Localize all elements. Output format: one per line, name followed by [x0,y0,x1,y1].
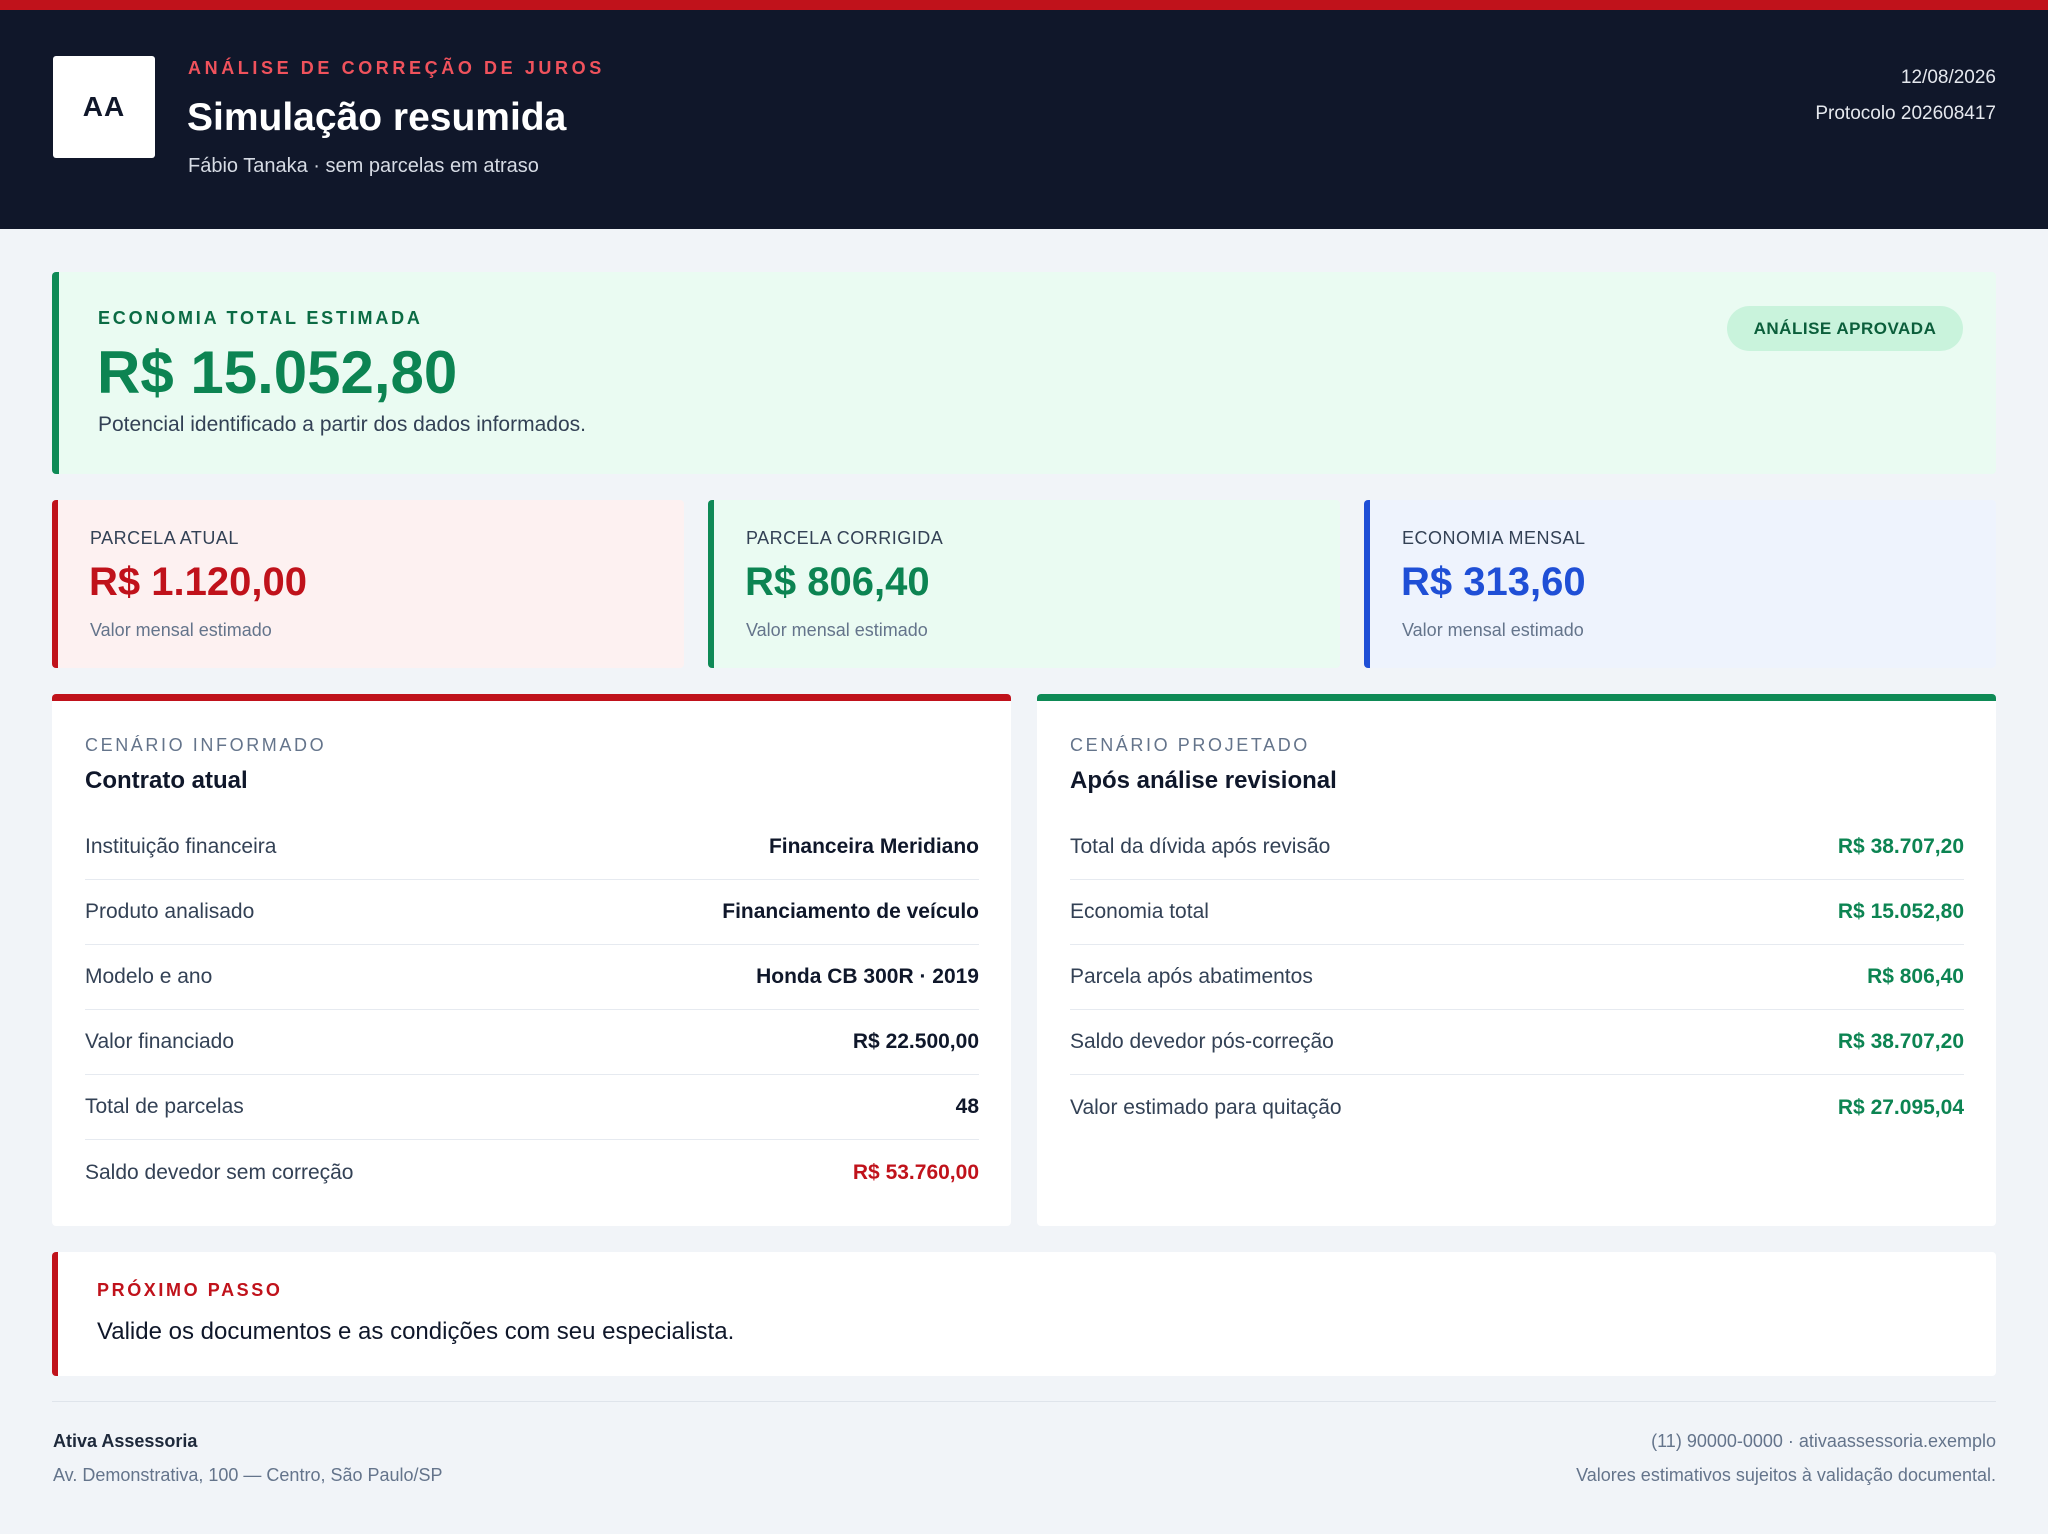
detail-value: Financiamento de veículo [722,900,979,923]
projected-scenario-panel: CENÁRIO PROJETADO Após análise revisiona… [1037,694,1996,1226]
detail-row: Modelo e ano Honda CB 300R · 2019 [85,945,979,1010]
stat-note: Valor mensal estimado [746,620,928,640]
detail-value: R$ 53.760,00 [852,1160,979,1184]
panel-title: Contrato atual [85,767,248,794]
stat-note: Valor mensal estimado [1402,620,1584,640]
detail-label: Instituição financeira [85,835,277,858]
stat-value: R$ 313,60 [1401,560,1586,604]
report-eyebrow: ANÁLISE DE CORREÇÃO DE JUROS [188,58,605,78]
total-savings-note: Potencial identificado a partir dos dado… [98,413,586,436]
detail-value: Financeira Meridiano [768,835,979,858]
detail-row: Economia total R$ 15.052,80 [1070,880,1964,945]
detail-row: Total de parcelas 48 [85,1075,979,1140]
detail-row: Total da dívida após revisão R$ 38.707,2… [1070,815,1964,880]
next-step-label: PRÓXIMO PASSO [97,1280,283,1300]
monthly-savings-card: ECONOMIA MENSAL R$ 313,60 Valor mensal e… [1364,500,1996,668]
detail-label: Total da dívida após revisão [1070,835,1331,858]
detail-list: Total da dívida após revisão R$ 38.707,2… [1070,815,1964,1140]
detail-label: Valor financiado [85,1030,235,1053]
page-title: Simulação resumida [187,96,567,139]
detail-label: Valor estimado para quitação [1070,1095,1342,1119]
next-step-text: Valide os documentos e as condições com … [97,1318,735,1345]
company-logo: AA [53,56,155,158]
footer-company: Ativa Assessoria [53,1431,198,1451]
detail-label: Parcela após abatimentos [1070,965,1313,988]
detail-value: R$ 806,40 [1867,965,1964,988]
stat-value: R$ 806,40 [745,560,930,604]
detail-row: Saldo devedor sem correção R$ 53.760,00 [85,1140,979,1205]
footer-disclaimer: Valores estimativos sujeitos à validação… [1576,1465,1996,1485]
detail-row: Saldo devedor pós-correção R$ 38.707,20 [1070,1010,1964,1075]
detail-value: R$ 22.500,00 [852,1030,979,1053]
panel-eyebrow: CENÁRIO PROJETADO [1070,735,1310,755]
detail-value: R$ 38.707,20 [1837,835,1964,858]
panel-title: Após análise revisional [1070,767,1337,794]
detail-list: Instituição financeira Financeira Meridi… [85,815,979,1205]
client-subtitle: Fábio Tanaka · sem parcelas em atraso [188,155,539,177]
detail-value: Honda CB 300R · 2019 [756,965,979,988]
stat-value: R$ 1.120,00 [89,560,307,604]
next-step-card: PRÓXIMO PASSO Valide os documentos e as … [52,1252,1996,1376]
stat-label: ECONOMIA MENSAL [1402,528,1586,548]
stat-label: PARCELA ATUAL [90,528,239,548]
total-savings-value: R$ 15.052,80 [97,339,458,406]
detail-label: Modelo e ano [85,965,213,988]
detail-value: R$ 27.095,04 [1837,1095,1964,1119]
panel-eyebrow: CENÁRIO INFORMADO [85,735,327,755]
report-date: 12/08/2026 [1900,67,1996,88]
detail-label: Total de parcelas [85,1095,244,1118]
report-header: AA ANÁLISE DE CORREÇÃO DE JUROS Simulaçã… [0,0,2048,229]
footer-divider [52,1401,1996,1402]
detail-label: Produto analisado [85,900,255,923]
detail-value: 48 [955,1095,979,1118]
detail-value: R$ 38.707,20 [1837,1030,1964,1053]
detail-row: Valor estimado para quitação R$ 27.095,0… [1070,1075,1964,1140]
detail-label: Saldo devedor sem correção [85,1160,354,1184]
current-contract-panel: CENÁRIO INFORMADO Contrato atual Institu… [52,694,1011,1226]
detail-value: R$ 15.052,80 [1837,900,1964,923]
total-savings-card: ECONOMIA TOTAL ESTIMADA R$ 15.052,80 Pot… [52,272,1996,474]
detail-label: Economia total [1070,900,1209,923]
stat-label: PARCELA CORRIGIDA [746,528,944,548]
footer-address: Av. Demonstrativa, 100 — Centro, São Pau… [53,1465,443,1485]
detail-row: Parcela após abatimentos R$ 806,40 [1070,945,1964,1010]
detail-label: Saldo devedor pós-correção [1070,1030,1334,1053]
footer-contact: (11) 90000-0000 · ativaassessoria.exempl… [1651,1431,1996,1451]
corrected-installment-card: PARCELA CORRIGIDA R$ 806,40 Valor mensal… [708,500,1340,668]
total-savings-label: ECONOMIA TOTAL ESTIMADA [98,308,423,328]
detail-row: Valor financiado R$ 22.500,00 [85,1010,979,1075]
status-badge: ANÁLISE APROVADA [1727,306,1963,351]
detail-row: Produto analisado Financiamento de veícu… [85,880,979,945]
protocol-number: Protocolo 202608417 [1815,103,1996,124]
detail-row: Instituição financeira Financeira Meridi… [85,815,979,880]
current-installment-card: PARCELA ATUAL R$ 1.120,00 Valor mensal e… [52,500,684,668]
stat-note: Valor mensal estimado [90,620,272,640]
